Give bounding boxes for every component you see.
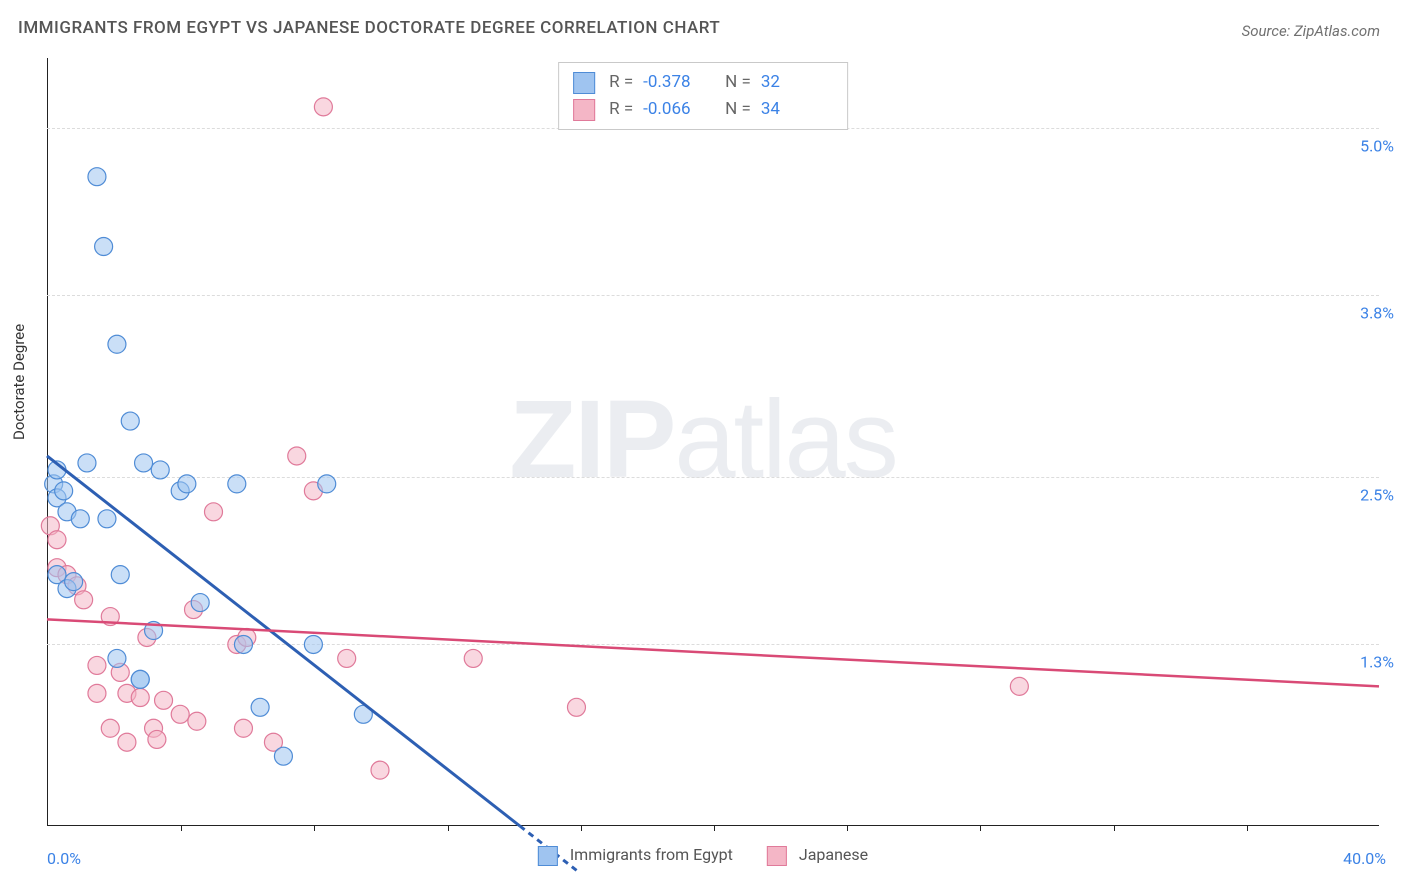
swatch-egypt-icon	[573, 72, 595, 94]
x-max-label: 40.0%	[1343, 849, 1386, 868]
data-point	[108, 335, 126, 353]
data-point	[274, 747, 292, 765]
data-point	[288, 447, 306, 465]
data-point	[95, 238, 113, 256]
data-point	[318, 475, 336, 493]
data-point	[314, 98, 332, 116]
data-point	[48, 531, 66, 549]
data-point	[135, 454, 153, 472]
data-point	[155, 691, 173, 709]
x-min-label: 0.0%	[47, 849, 81, 868]
data-point	[131, 689, 149, 707]
r-label: R =	[609, 96, 633, 123]
r-value-japanese: -0.066	[643, 96, 715, 123]
data-point	[228, 475, 246, 493]
data-point	[191, 594, 209, 612]
data-point	[234, 719, 252, 737]
data-point	[171, 705, 189, 723]
legend-item-japanese: Japanese	[767, 845, 868, 866]
data-point	[148, 730, 166, 748]
swatch-egypt-icon	[538, 846, 558, 866]
series-legend: Immigrants from Egypt Japanese	[538, 845, 868, 866]
data-point	[131, 670, 149, 688]
data-point	[111, 566, 129, 584]
data-point	[567, 698, 585, 716]
data-point	[178, 475, 196, 493]
data-point	[65, 573, 83, 591]
data-point	[371, 761, 389, 779]
legend-label-egypt: Immigrants from Egypt	[570, 845, 733, 864]
data-point	[78, 454, 96, 472]
data-point	[234, 635, 252, 653]
data-point	[101, 719, 119, 737]
legend-row-japanese: R = -0.066 N = 34	[573, 96, 833, 123]
swatch-japanese-icon	[573, 99, 595, 121]
legend-row-egypt: R = -0.378 N = 32	[573, 69, 833, 96]
data-point	[188, 712, 206, 730]
data-point	[338, 649, 356, 667]
data-point	[98, 510, 116, 528]
n-value-japanese: 34	[761, 96, 833, 123]
data-point	[205, 503, 223, 521]
data-point	[88, 684, 106, 702]
data-point	[118, 733, 136, 751]
n-label: N =	[725, 96, 751, 123]
y-axis-label: Doctorate Degree	[10, 324, 28, 440]
data-point	[304, 635, 322, 653]
data-point	[121, 412, 139, 430]
data-point	[75, 591, 93, 609]
data-point	[1010, 677, 1028, 695]
regression-line	[47, 456, 520, 826]
r-label: R =	[609, 69, 633, 96]
data-point	[88, 168, 106, 186]
r-value-egypt: -0.378	[643, 69, 715, 96]
chart-svg	[47, 58, 1379, 826]
swatch-japanese-icon	[767, 846, 787, 866]
data-point	[71, 510, 89, 528]
data-point	[251, 698, 269, 716]
n-value-egypt: 32	[761, 69, 833, 96]
legend-item-egypt: Immigrants from Egypt	[538, 845, 733, 866]
chart-source: Source: ZipAtlas.com	[1242, 22, 1380, 40]
data-point	[55, 482, 73, 500]
data-point	[88, 656, 106, 674]
n-label: N =	[725, 69, 751, 96]
legend-label-japanese: Japanese	[799, 845, 868, 864]
data-point	[151, 461, 169, 479]
correlation-legend: R = -0.378 N = 32 R = -0.066 N = 34	[558, 62, 848, 130]
data-point	[464, 649, 482, 667]
chart-title: IMMIGRANTS FROM EGYPT VS JAPANESE DOCTOR…	[18, 18, 720, 38]
data-point	[108, 649, 126, 667]
